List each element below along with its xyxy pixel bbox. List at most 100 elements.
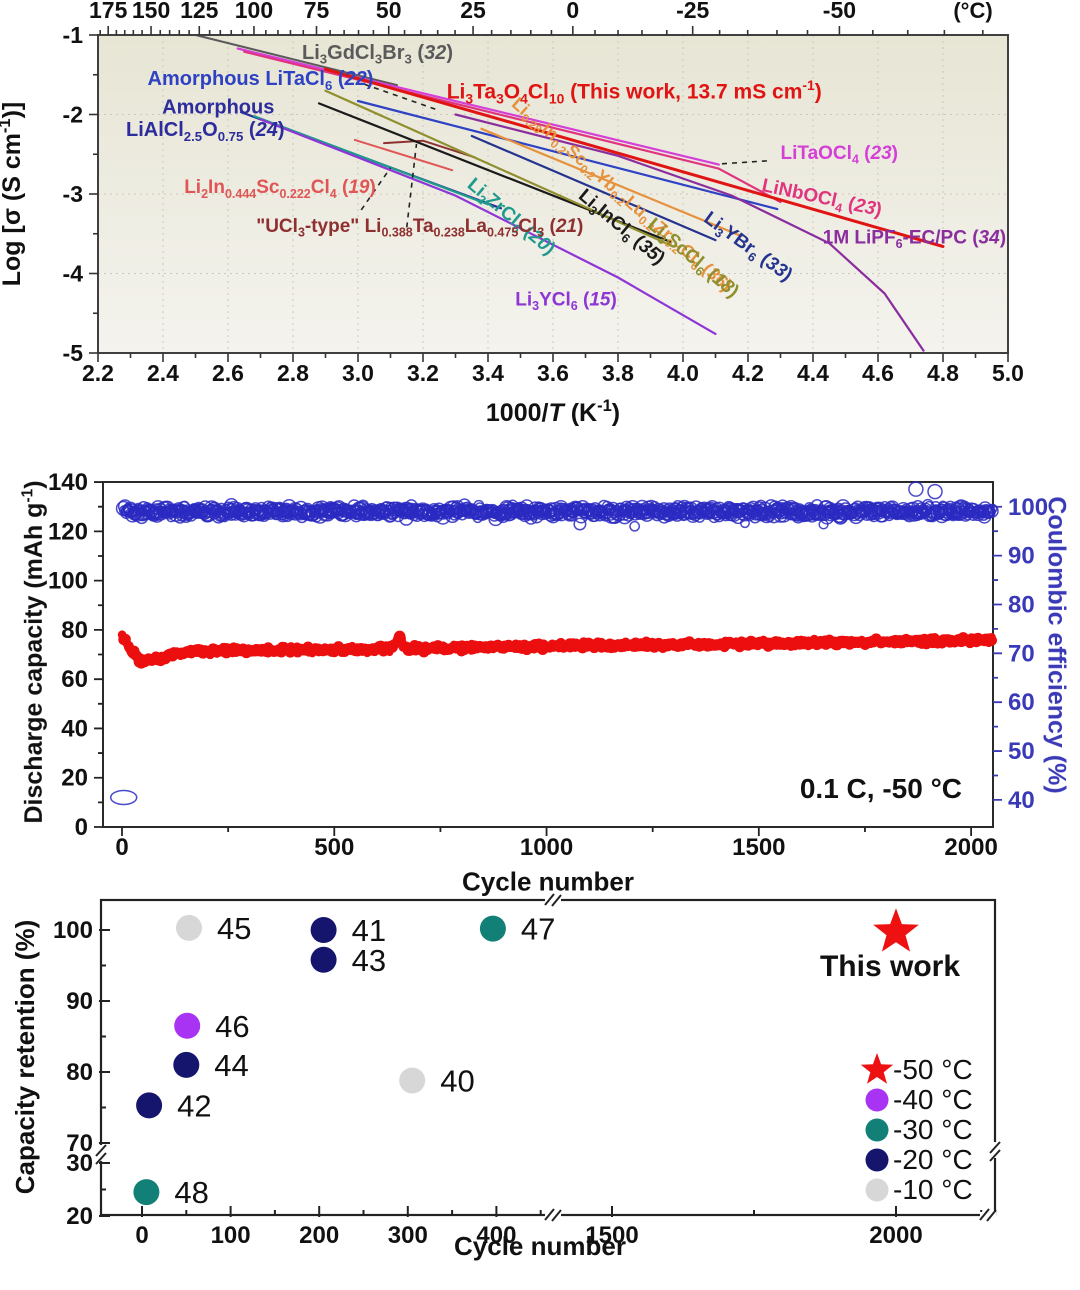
- series-line-lipf6-ecpc: [454, 113, 925, 352]
- svg-text:50: 50: [376, 0, 402, 23]
- series-label-amorphous-litacl6: Amorphous LiTaCl6 (22): [148, 68, 374, 93]
- series-lines: [194, 34, 945, 352]
- axis-break: [544, 1208, 562, 1222]
- axis-break: [979, 1208, 997, 1222]
- svg-text:4.2: 4.2: [732, 360, 764, 386]
- svg-text:-4: -4: [63, 261, 84, 287]
- data-point-43: [310, 946, 337, 973]
- series-line-li3ycl6: [259, 118, 717, 335]
- svg-text:200: 200: [299, 1222, 339, 1249]
- svg-text:400: 400: [476, 1222, 516, 1249]
- svg-text:-5: -5: [63, 340, 84, 366]
- svg-text:70: 70: [66, 1130, 93, 1157]
- svg-text:0: 0: [566, 0, 579, 23]
- axis-ticks: [89, 26, 1009, 362]
- svg-text:3.8: 3.8: [602, 360, 634, 386]
- svg-text:(°C): (°C): [953, 0, 992, 23]
- svg-text:150: 150: [132, 0, 170, 23]
- data-point-label-47: 47: [521, 912, 555, 947]
- data-point-label-42: 42: [177, 1088, 211, 1123]
- svg-text:5.0: 5.0: [992, 360, 1024, 386]
- data-point-48: [133, 1179, 160, 1206]
- legend-marker-circle: [865, 1178, 889, 1202]
- series-label-li3ta3o4cl10: Li3Ta3O4Cl10 (This work, 13.7 mS cm-1): [447, 77, 822, 106]
- svg-text:2.4: 2.4: [147, 360, 179, 386]
- svg-text:90: 90: [66, 988, 93, 1015]
- svg-text:2.6: 2.6: [212, 360, 244, 386]
- legend-label--40°C: -40 °C: [893, 1084, 973, 1115]
- panel-retention-comparison: 0 100 200 300 400 1500 2000 100 90 80 70 30 20 45 41 43…: [0, 885, 1080, 1290]
- series-label-li3ycl6: Li3YCl6 (15): [515, 289, 617, 313]
- series-line-li3ybr6: [470, 134, 717, 242]
- svg-text:2.2: 2.2: [82, 360, 114, 386]
- svg-text:20: 20: [66, 1203, 93, 1230]
- data-point-46: [174, 1012, 201, 1039]
- legend-label--20°C: -20 °C: [893, 1144, 973, 1175]
- series-line-ucl3-type: [383, 139, 476, 159]
- series-line-hea-chloride: [480, 127, 743, 238]
- axis-break: [95, 1144, 107, 1165]
- series-label-ucl3-type: "UCl3-type" Li0.388Ta0.238La0.475Cl3 (21…: [256, 216, 583, 240]
- arrhenius-chart: 2.2 2.4 2.6 2.8 3.0 3.2 3.4 3.6 3.8 4.0 4.2 4.4 4.6 4…: [0, 0, 1024, 427]
- panel-arrhenius-plot: 2.2 2.4 2.6 2.8 3.0 3.2 3.4 3.6 3.8 4.0 4.2 4.4 4.6 4…: [0, 0, 1080, 448]
- svg-text:80: 80: [66, 1059, 93, 1086]
- data-point-label-45: 45: [217, 911, 251, 946]
- legend-label--50°C: -50 °C: [893, 1054, 973, 1085]
- legend-marker-circle: [865, 1088, 889, 1112]
- series-line-li2zrcl6: [252, 114, 490, 206]
- svg-text:4.0: 4.0: [667, 360, 699, 386]
- series-label-amorphous-lialcl: LiAlCl2.5O0.75 (24): [126, 119, 285, 144]
- data-point-45: [176, 914, 202, 941]
- series-line-li2in-sc-cl4: [353, 138, 454, 172]
- data-point-47: [479, 915, 506, 942]
- plot-frame: [99, 898, 997, 1217]
- data-point-44: [173, 1051, 200, 1078]
- axis-tick-labels: 2.2 2.4 2.6 2.8 3.0 3.2 3.4 3.6 3.8 4.0 4.2 4.4 4.6 4…: [63, 0, 1024, 386]
- series-label-li2in-sc-cl4: Li2In0.444Sc0.222Cl4 (19): [184, 177, 376, 201]
- test-condition-annotation: 0.1 C, -50 °C: [799, 773, 962, 804]
- svg-text:3.2: 3.2: [407, 360, 439, 386]
- svg-text:4.6: 4.6: [862, 360, 894, 386]
- svg-text:-2: -2: [63, 102, 83, 128]
- legend-marker-star: [860, 1053, 894, 1084]
- cycling-chart-canvas: [0, 445, 1080, 890]
- series-line-li3gdcl3br3: [194, 34, 398, 87]
- series-label-amorphous-lialcl: Amorphous: [162, 97, 274, 119]
- axis-label-coulombic-efficiency: Coulombic efficiency (%): [1042, 496, 1071, 794]
- series-line-li3ta3o4cl10: [324, 67, 945, 248]
- series-labels: Li3GdCl3Br3 (32)LiTaOCl4 (23)LiNbOCl4 (2…: [126, 42, 1006, 313]
- data-point-label-43: 43: [352, 943, 386, 978]
- legend-marker-circle: [865, 1118, 889, 1142]
- axis-label-cycle-number: Cycle number: [462, 866, 634, 897]
- legend-marker-circle: [865, 1148, 889, 1172]
- data-point-40: [399, 1067, 426, 1094]
- series-label-lipf6-ecpc: 1M LiPF6-EC/PC (34): [823, 227, 1006, 251]
- axis-label-capacity-retention: Capacity retention (%): [10, 920, 40, 1195]
- series-line-amorphous-litacl6: [356, 99, 779, 211]
- axis-label-discharge-capacity: Discharge capacity (mAh g-1): [19, 480, 48, 824]
- data-point-label-40: 40: [440, 1064, 474, 1099]
- svg-text:25: 25: [460, 0, 486, 23]
- data-point-label-48: 48: [174, 1175, 208, 1210]
- svg-text:4.8: 4.8: [927, 360, 959, 386]
- gridlines: [98, 35, 1008, 353]
- svg-text:-3: -3: [63, 181, 83, 207]
- legend-label--10°C: -10 °C: [893, 1174, 973, 1205]
- svg-text:175: 175: [89, 0, 128, 23]
- data-point-label-46: 46: [215, 1009, 249, 1044]
- svg-text:2.8: 2.8: [277, 360, 309, 386]
- svg-text:30: 30: [66, 1150, 93, 1177]
- svg-text:125: 125: [180, 0, 219, 23]
- svg-text:100: 100: [53, 917, 93, 944]
- axis-label-cycle-number: Cycle number: [454, 1231, 626, 1261]
- svg-text:3.6: 3.6: [537, 360, 569, 386]
- svg-text:4.4: 4.4: [797, 360, 829, 386]
- data-point-label-41: 41: [352, 913, 386, 948]
- svg-text:2000: 2000: [869, 1222, 922, 1249]
- svg-text:1500: 1500: [585, 1222, 638, 1249]
- axis-break: [989, 1141, 1001, 1162]
